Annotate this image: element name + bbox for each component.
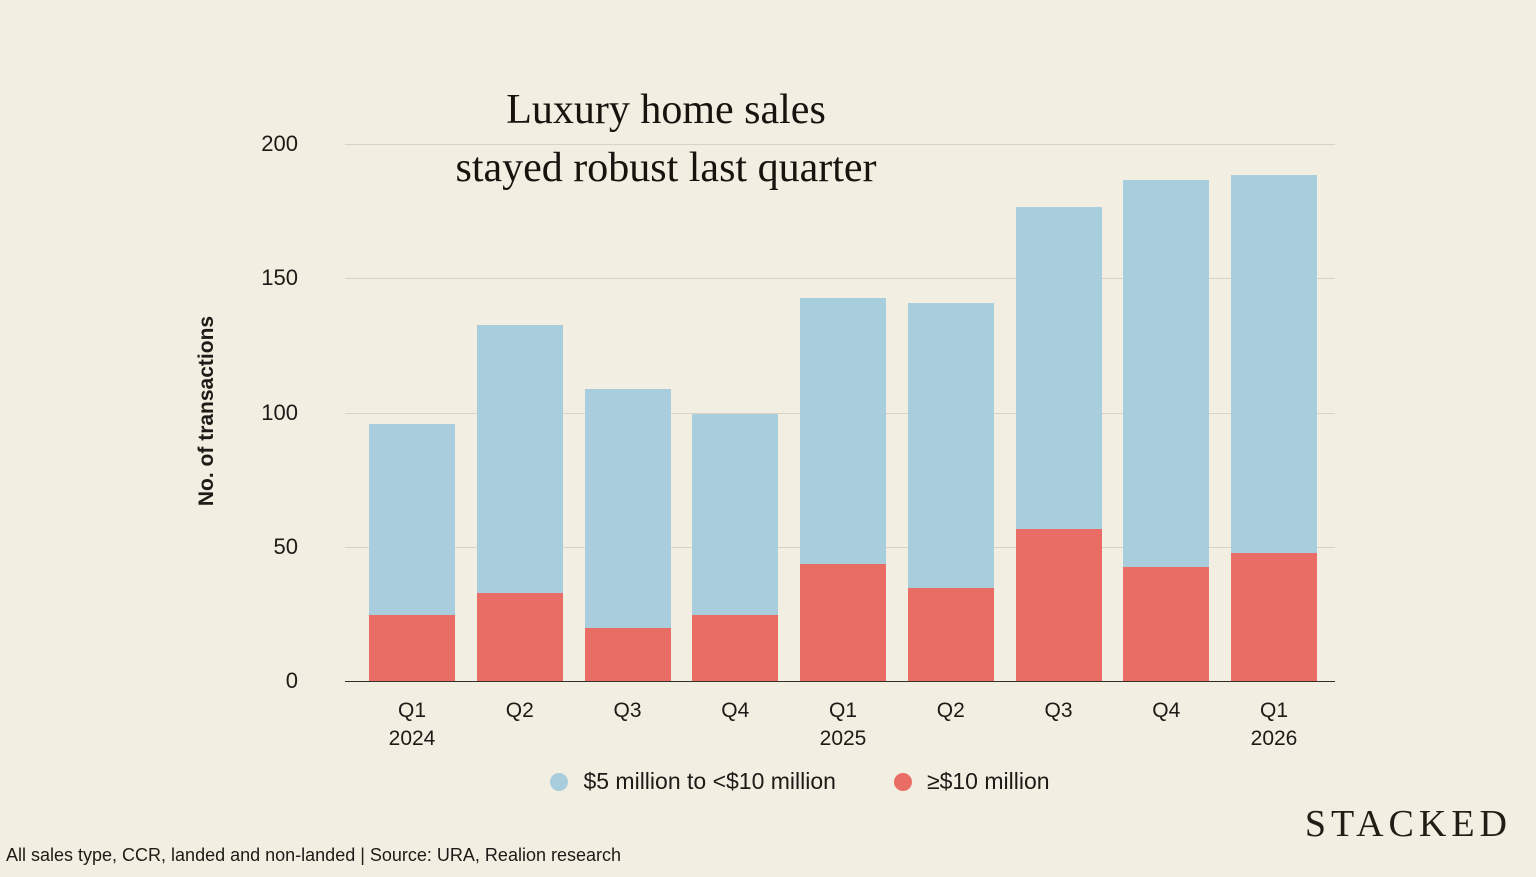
bar-segment-over-10m [800,563,886,682]
gridline-150 [345,278,1335,280]
y-axis-title: No. of transactions [195,315,218,507]
bar-q3-2025 [1015,145,1102,682]
chart-title: Luxury home sales stayed robust last qua… [388,82,944,198]
bar-segment-over-10m [1015,528,1102,682]
bar-segment-over-10m [584,628,671,682]
bar-q1-2026 [1231,145,1317,682]
bar-q4-2024 [692,145,779,682]
x-tick-quarter: Q1 [397,699,426,722]
x-tick-quarter: Q3 [613,699,642,722]
gridline-200 [345,144,1335,145]
bar-segment-5m-to-10m [1015,206,1102,529]
bar-segment-over-10m [1231,553,1317,682]
brand-logo: STACKED [1304,803,1512,845]
source-footnote: All sales type, CCR, landed and non-land… [6,845,622,865]
chart-title-line1: Luxury home sales [506,87,826,133]
y-tick-label-100: 100 [261,399,298,425]
x-tick-quarter: Q3 [1044,699,1073,722]
legend-label: ≥$10 million [926,768,1050,794]
bar-segment-5m-to-10m [692,413,779,615]
x-tick-year: 2025 [819,727,867,750]
bar-segment-5m-to-10m [476,324,563,594]
x-tick-year: 2024 [388,727,436,750]
bar-segment-5m-to-10m [584,389,671,629]
bar-segment-5m-to-10m [1123,179,1210,567]
bar-segment-over-10m [1123,566,1210,682]
x-tick-quarter: Q1 [828,699,857,722]
bar-segment-5m-to-10m [800,298,886,564]
bar-q1-2024 [369,145,455,682]
chart-title-line2: stayed robust last quarter [455,144,877,191]
bar-segment-5m-to-10m [369,424,455,615]
bar-segment-over-10m [369,614,455,682]
y-tick-label-50: 50 [273,533,298,559]
x-tick-quarter: Q2 [505,699,534,722]
bar-segment-5m-to-10m [907,303,994,589]
legend-dot-icon [550,772,569,791]
x-axis-line [345,681,1335,682]
legend-item-0: $5 million to <$10 million [550,768,836,795]
bar-q2-2025 [907,145,994,682]
bar-q4-2025 [1123,145,1210,682]
x-tick-quarter: Q4 [721,699,750,722]
x-tick-quarter: Q2 [936,699,965,722]
x-tick-quarter: Q1 [1259,699,1288,722]
legend-item-1: ≥$10 million [893,768,1050,795]
bar-segment-5m-to-10m [1231,174,1317,554]
plot-area [345,144,1335,682]
bar-q2-2024 [476,145,563,682]
legend: $5 million to <$10 million ≥$10 million [300,768,1300,795]
x-tick-quarter: Q4 [1152,699,1181,722]
bar-q3-2024 [584,145,671,682]
x-tick-year: 2026 [1250,727,1298,750]
legend-dot-icon [893,772,912,791]
bar-segment-over-10m [692,614,779,682]
y-tick-label-200: 200 [261,131,298,156]
bar-segment-over-10m [907,588,994,682]
bar-segment-over-10m [476,593,563,682]
y-tick-label-150: 150 [261,265,298,291]
y-tick-label-0: 0 [285,668,298,693]
legend-label: $5 million to <$10 million [583,768,836,794]
bar-q1-2025 [800,145,886,682]
